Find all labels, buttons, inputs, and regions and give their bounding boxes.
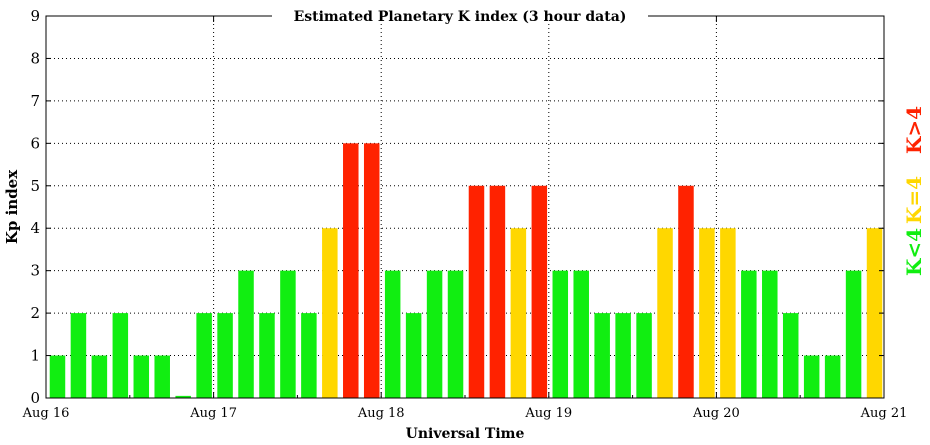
y-tick-label: 2 <box>30 304 40 322</box>
y-tick-label: 8 <box>30 49 40 67</box>
x-tick-label: Aug 17 <box>189 406 237 421</box>
kp-bar <box>510 228 527 398</box>
kp-bar <box>636 313 652 398</box>
legend-entry: K>4 <box>902 106 926 154</box>
axis-ticks <box>45 15 885 399</box>
kp-bar <box>70 313 87 398</box>
x-axis-label: Universal Time <box>406 426 525 442</box>
y-axis-label: Kp index <box>3 169 21 244</box>
y-tick-label: 1 <box>30 347 40 365</box>
kp-bar <box>678 185 694 398</box>
x-tick-label: Aug 19 <box>524 406 572 421</box>
kp-bar <box>426 270 443 398</box>
kp-bar <box>845 270 862 398</box>
y-tick-label: 6 <box>30 134 40 152</box>
kp-bar <box>720 228 736 398</box>
x-tick-label: Aug 18 <box>357 406 405 421</box>
kp-bar <box>112 313 129 398</box>
x-tick-labels: Aug 16 Aug 17 Aug 18 Aug 19 Aug 20 Aug 21 <box>22 406 908 421</box>
kp-bar <box>468 185 485 398</box>
bar-series <box>49 143 883 398</box>
kp-bar <box>866 228 883 398</box>
kp-bar <box>238 270 254 398</box>
plot-frame <box>45 15 885 399</box>
kp-bar <box>741 270 757 398</box>
x-tick-label: Aug 16 <box>22 406 70 421</box>
kp-bar <box>363 143 380 398</box>
legend-entry: K<4 <box>902 228 926 276</box>
kp-bar <box>217 313 233 398</box>
kp-bar <box>573 270 589 398</box>
kp-bar <box>489 185 506 398</box>
kp-bar <box>343 143 359 398</box>
kp-bar <box>531 185 548 398</box>
y-tick-labels: 0 1 2 3 4 5 6 7 8 9 <box>30 7 40 407</box>
title-background <box>272 10 648 24</box>
kp-bar <box>259 313 275 398</box>
kp-bar <box>615 313 631 398</box>
kp-bar <box>824 355 841 398</box>
x-tick-label: Aug 20 <box>692 406 740 421</box>
kp-bar <box>133 355 150 398</box>
kp-bar <box>657 228 673 398</box>
kp-bar <box>49 355 66 398</box>
kp-bar <box>803 355 820 398</box>
x-tick-label: Aug 21 <box>860 406 908 421</box>
kp-bar <box>196 313 212 398</box>
kp-bar <box>782 313 799 398</box>
kp-bar <box>154 355 170 398</box>
chart-title: Estimated Planetary K index (3 hour data… <box>294 9 627 25</box>
kp-bar <box>405 313 422 398</box>
y-tick-label: 9 <box>30 7 40 25</box>
kp-bar <box>322 228 338 398</box>
y-tick-label: 5 <box>30 177 40 195</box>
kp-bar <box>280 270 296 398</box>
kp-bar <box>175 395 191 398</box>
legend-entry: K=4 <box>902 176 926 224</box>
kp-bar <box>91 355 108 398</box>
y-tick-label: 4 <box>30 219 40 237</box>
y-tick-label: 0 <box>30 389 40 407</box>
kp-bar <box>301 313 317 398</box>
kp-bar <box>594 313 610 398</box>
kp-bar <box>699 228 715 398</box>
legend: K<4 K=4 K>4 <box>902 106 926 276</box>
y-tick-label: 3 <box>30 262 40 280</box>
kp-bar <box>447 270 464 398</box>
kp-bar <box>762 270 778 398</box>
y-tick-label: 7 <box>30 92 40 110</box>
kp-bar <box>384 270 401 398</box>
kp-bar <box>552 270 569 398</box>
grid-lines <box>46 16 884 398</box>
